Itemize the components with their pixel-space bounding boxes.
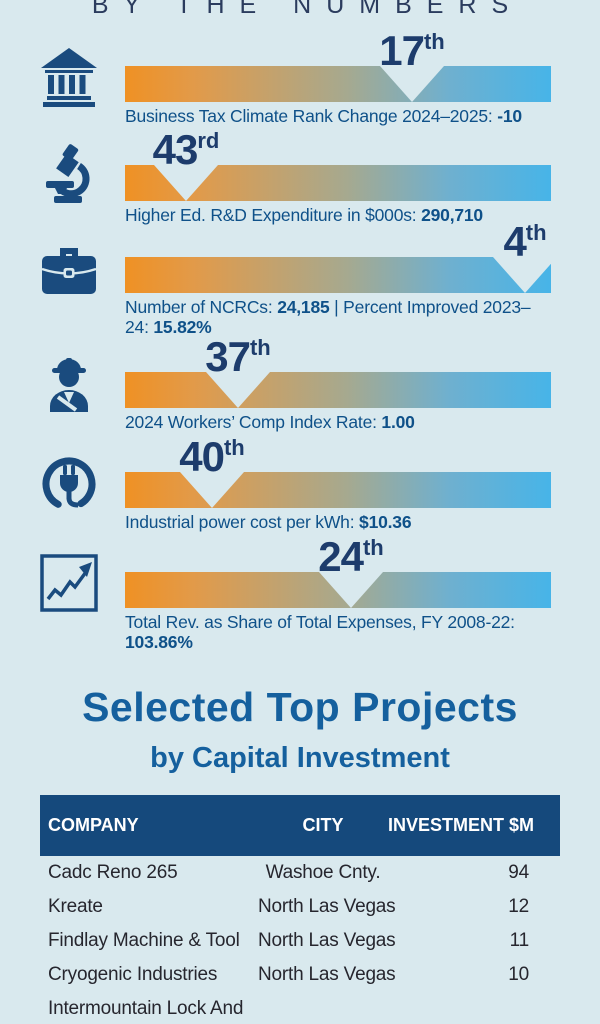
cell-city: North Las Vegas [258, 964, 396, 985]
cell-company: Intermountain Lock And [48, 998, 244, 1019]
rank-gradient-bar [125, 472, 551, 508]
table-row: Cadc Reno 265 Washoe Cnty. 94 [40, 856, 560, 890]
bank-icon [37, 45, 101, 109]
table-row: Findlay Machine & Tool North Las Vegas 11 [40, 924, 560, 958]
rank-notch-marker [319, 572, 383, 608]
projects-subtitle: by Capital Investment [150, 742, 450, 774]
cell-city: Washoe Cnty. [265, 862, 381, 883]
column-header-company: COMPANY [48, 815, 139, 835]
stat-caption: Business Tax Climate Rank Change 2024–20… [125, 106, 522, 126]
table-row: Kreate North Las Vegas 12 [40, 890, 560, 924]
stat-caption: Industrial power cost per kWh: $10.36 [125, 512, 412, 532]
table-row: Cryogenic Industries North Las Vegas 10 [40, 958, 560, 992]
table-row: Intermountain Lock And [40, 992, 560, 1024]
rank-notch-marker [180, 472, 244, 508]
rank-notch-marker [380, 66, 444, 102]
cell-investment: 11 [509, 930, 530, 951]
rank-notch-marker [206, 372, 270, 408]
power-plug-icon [37, 451, 101, 515]
cell-company: Kreate [48, 896, 103, 917]
cell-investment: 94 [508, 862, 529, 883]
rank-gradient-bar [125, 165, 551, 201]
cell-investment: 12 [508, 896, 529, 917]
cell-investment: 10 [508, 964, 529, 985]
cell-company: Cryogenic Industries [48, 964, 218, 985]
rank-notch-marker [493, 257, 551, 293]
cell-city: North Las Vegas [258, 896, 396, 917]
rank-gradient-bar [125, 572, 551, 608]
column-header-city: CITY [302, 815, 344, 835]
growth-chart-icon [37, 551, 101, 615]
table-body: Cadc Reno 265 Washoe Cnty. 94 Kreate North L… [40, 856, 560, 1024]
microscope-icon [37, 144, 101, 208]
cell-company: Findlay Machine & Tool [48, 930, 240, 951]
stat-caption: Total Rev. as Share of Total Expenses, F… [125, 612, 515, 652]
rank-notch-marker [154, 165, 218, 201]
projects-title: Selected Top Projects [82, 684, 518, 730]
rank-gradient-bar [125, 257, 551, 293]
page-title: BY THE NUMBERS [91, 0, 524, 19]
stat-caption: Higher Ed. R&D Expenditure in $000s: 290… [125, 205, 483, 225]
table-header-row: COMPANY CITY INVESTMENT $M [40, 795, 560, 856]
rank-gradient-bar [125, 372, 551, 408]
stat-caption: Number of NCRCs: 24,185 | Percent Improv… [125, 297, 531, 337]
cell-city: North Las Vegas [258, 930, 396, 951]
construction-worker-icon [37, 351, 101, 415]
column-header-investment: INVESTMENT $M [388, 815, 535, 835]
briefcase-icon [37, 236, 101, 300]
cell-company: Cadc Reno 265 [48, 862, 178, 883]
stat-caption: 2024 Workers’ Comp Index Rate: 1.00 [125, 412, 415, 432]
rank-gradient-bar [125, 66, 551, 102]
